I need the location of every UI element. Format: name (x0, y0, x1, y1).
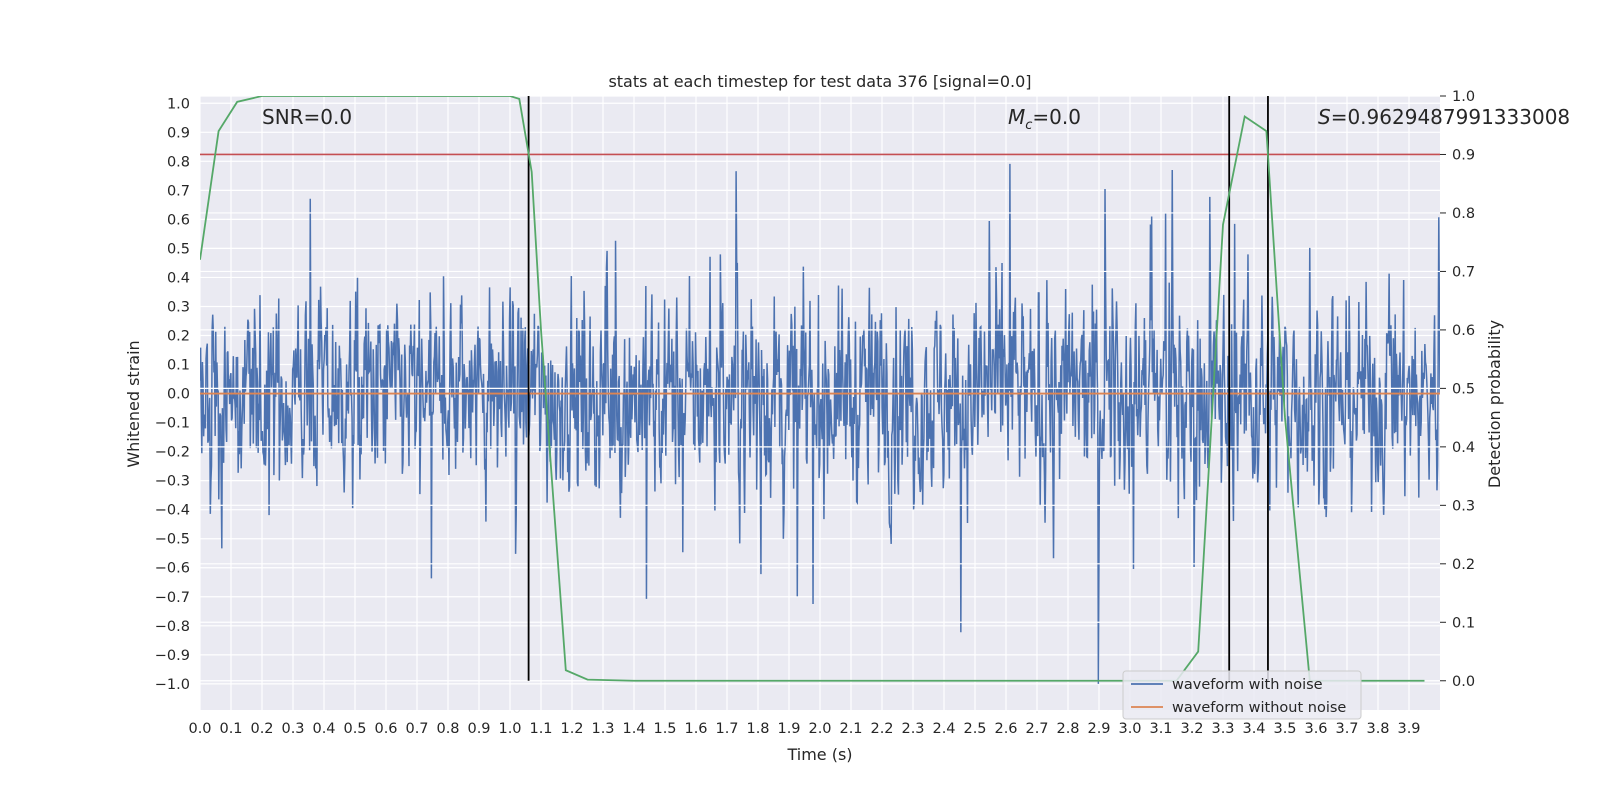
x-tick-label: 2.6 (994, 721, 1017, 737)
x-tick-label: 0.0 (188, 721, 211, 737)
y2-tick-label: 0.2 (1452, 557, 1475, 573)
x-tick-label: 1.4 (622, 721, 645, 737)
x-tick-label: 1.8 (746, 721, 769, 737)
annotation-score-value: =0.9629487991333008 (1331, 105, 1570, 129)
x-tick-label: 2.2 (870, 721, 893, 737)
y-tick-label: 0.0 (167, 387, 190, 403)
x-tick-label: 2.0 (808, 721, 831, 737)
x-tick-label: 0.7 (405, 721, 428, 737)
y-tick-label: 0.9 (167, 125, 190, 141)
x-tick-label: 0.6 (374, 721, 397, 737)
y2-tick-label: 0.5 (1452, 381, 1475, 397)
annotation-chirp-mass-subscript: c (1025, 118, 1032, 133)
y-tick-label: 0.3 (167, 299, 190, 315)
y-tick-label: −0.8 (155, 619, 190, 635)
x-tick-label: 3.9 (1397, 721, 1420, 737)
y-tick-label: 0.8 (167, 154, 190, 170)
y-tick-label: −0.9 (155, 648, 190, 664)
x-tick-label: 2.4 (932, 721, 955, 737)
y2-tick-label: 0.0 (1452, 674, 1475, 690)
y2-tick-label: 0.6 (1452, 323, 1475, 339)
x-tick-label: 1.5 (653, 721, 676, 737)
x-tick-label: 3.0 (1118, 721, 1141, 737)
y-tick-label: 0.5 (167, 241, 190, 257)
x-tick-label: 3.3 (1211, 721, 1234, 737)
y2-tick-label: 0.9 (1452, 147, 1475, 163)
grid (199, 96, 1440, 710)
y-tick-label: 0.2 (167, 329, 190, 345)
y-tick-label: 0.1 (167, 358, 190, 374)
y-tick-label: 1.0 (167, 96, 190, 112)
annotation-chirp-mass: Mc=0.0 (1008, 105, 1081, 133)
y2-tick-label: 0.8 (1452, 206, 1475, 222)
y-tick-labels: 1.0 0.9 0.8 0.7 0.6 0.5 0.4 0.3 0.2 0.1 0.0 −0.1 −0.… (155, 96, 190, 693)
x-tick-label: 1.3 (591, 721, 614, 737)
annotation-snr: SNR=0.0 (262, 105, 352, 129)
plot-area (200, 96, 1440, 684)
x-tick-label: 1.0 (498, 721, 521, 737)
annotation-chirp-mass-value: =0.0 (1032, 105, 1081, 129)
x-tick-label: 3.6 (1304, 721, 1327, 737)
x-tick-label: 3.5 (1273, 721, 1296, 737)
x-tick-label: 0.8 (436, 721, 459, 737)
x-tick-label: 0.3 (281, 721, 304, 737)
y-tick-label: −0.6 (155, 561, 190, 577)
x-tick-label: 2.7 (1025, 721, 1048, 737)
y2-tick-label: 1.0 (1452, 89, 1475, 105)
x-tick-labels: 0.0 0.1 0.2 0.3 0.4 0.5 0.6 0.7 0.8 0.9 1.0 1.1 1.2 1… (188, 721, 1420, 737)
series-waveform-with-noise (200, 163, 1440, 684)
x-tick-label: 0.1 (219, 721, 242, 737)
x-tick-label: 2.3 (901, 721, 924, 737)
legend-label-noise: waveform with noise (1172, 677, 1323, 693)
x-tick-label: 0.2 (250, 721, 273, 737)
x-tick-label: 1.9 (777, 721, 800, 737)
y-tick-label: −0.2 (155, 445, 190, 461)
y2-tick-label: 0.7 (1452, 264, 1475, 280)
y2-tick-label: 0.3 (1452, 498, 1475, 514)
chart-title: stats at each timestep for test data 376… (608, 72, 1031, 91)
legend: waveform with noise waveform without noi… (1122, 670, 1362, 720)
y-tick-label: −0.3 (155, 474, 190, 490)
annotation-score: S=0.9629487991333008 (1318, 105, 1570, 129)
x-tick-label: 1.7 (715, 721, 738, 737)
y-axis-label: Whitened strain (124, 340, 143, 467)
x-tick-label: 3.2 (1180, 721, 1203, 737)
y-tick-label: −0.4 (155, 503, 190, 519)
x-tick-label: 1.6 (684, 721, 707, 737)
x-tick-label: 1.1 (529, 721, 552, 737)
y-tick-label: −1.0 (155, 677, 190, 693)
legend-label-clean: waveform without noise (1172, 700, 1346, 716)
x-tick-label: 0.9 (467, 721, 490, 737)
y-tick-label: −0.5 (155, 532, 190, 548)
x-tick-label: 0.5 (343, 721, 366, 737)
y-tick-label: −0.7 (155, 590, 190, 606)
x-tick-label: 3.8 (1366, 721, 1389, 737)
y-tick-label: 0.4 (167, 270, 190, 286)
x-tick-label: 2.1 (839, 721, 862, 737)
series-detection-probability (200, 96, 1425, 682)
y-tick-label: −0.1 (155, 416, 190, 432)
y2-grid (200, 96, 1440, 682)
x-tick-label: 1.2 (560, 721, 583, 737)
x-tick-label: 2.9 (1087, 721, 1110, 737)
y2-tick-label: 0.4 (1452, 440, 1475, 456)
y2-tick-label: 0.1 (1452, 615, 1475, 631)
legend-box (1122, 670, 1362, 720)
x-tick-label: 3.4 (1242, 721, 1265, 737)
y-tick-label: 0.6 (167, 212, 190, 228)
x-tick-label: 3.7 (1335, 721, 1358, 737)
annotation-score-symbol: S (1318, 105, 1331, 129)
x-tick-label: 2.5 (963, 721, 986, 737)
y2-axis-label: Detection probability (1485, 320, 1504, 488)
x-tick-label: 3.1 (1149, 721, 1172, 737)
annotation-chirp-mass-symbol: M (1008, 105, 1025, 129)
x-tick-label: 0.4 (312, 721, 335, 737)
y-tick-label: 0.7 (167, 183, 190, 199)
x-axis-label: Time (s) (786, 745, 852, 764)
x-tick-label: 2.8 (1056, 721, 1079, 737)
y2-tick-labels: 1.0 0.9 0.8 0.7 0.6 0.5 0.4 0.3 0.2 0.1 0.0 (1440, 89, 1475, 690)
